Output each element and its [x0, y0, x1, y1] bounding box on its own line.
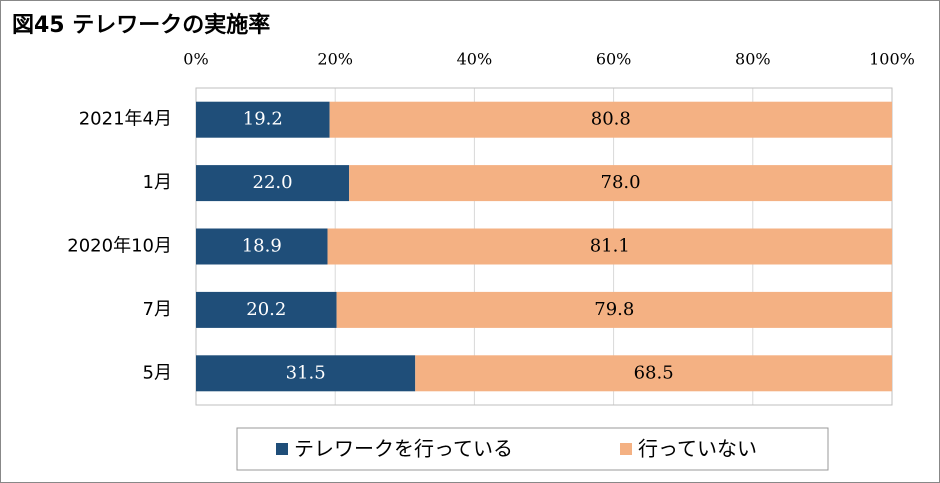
legend-label: テレワークを行っている: [294, 437, 513, 461]
bar-segment: [329, 101, 893, 138]
x-tick-label: 80%: [735, 50, 771, 69]
legend-label: 行っていない: [638, 437, 757, 461]
x-tick-label: 40%: [457, 50, 493, 69]
data-label: 22.0: [253, 172, 293, 193]
data-label: 78.0: [601, 172, 641, 193]
data-label: 18.9: [242, 236, 282, 257]
bar-segment: [349, 165, 892, 202]
x-tick-label: 20%: [317, 50, 353, 69]
data-label: 80.8: [591, 109, 631, 130]
x-tick-label: 60%: [596, 50, 632, 69]
x-tick-label: 100%: [869, 50, 915, 69]
data-label: 20.2: [246, 299, 286, 320]
bar-segment: [327, 228, 892, 265]
chart-title: 図45 テレワークの実施率: [12, 12, 270, 38]
data-label: 68.5: [634, 362, 674, 383]
y-tick-label: 5月: [143, 362, 172, 383]
bar-segment: [196, 165, 350, 202]
bar-segment: [196, 355, 416, 392]
data-label: 19.2: [243, 109, 283, 130]
bar-segment: [196, 101, 330, 138]
y-tick-label: 1月: [143, 172, 172, 193]
y-tick-label: 2020年10月: [67, 236, 172, 257]
y-tick-label: 7月: [143, 299, 172, 320]
data-label: 79.8: [594, 299, 634, 320]
legend-box: [236, 427, 829, 471]
legend-swatch: [620, 443, 632, 455]
bar-segment: [415, 355, 892, 392]
x-tick-label: 0%: [183, 50, 208, 69]
y-tick-label: 2021年4月: [79, 109, 172, 130]
bar-segment: [196, 228, 328, 265]
data-label: 31.5: [286, 362, 326, 383]
data-label: 81.1: [590, 236, 630, 257]
bar-segment: [336, 291, 892, 328]
bar-segment: [196, 291, 337, 328]
legend-swatch: [276, 443, 288, 455]
